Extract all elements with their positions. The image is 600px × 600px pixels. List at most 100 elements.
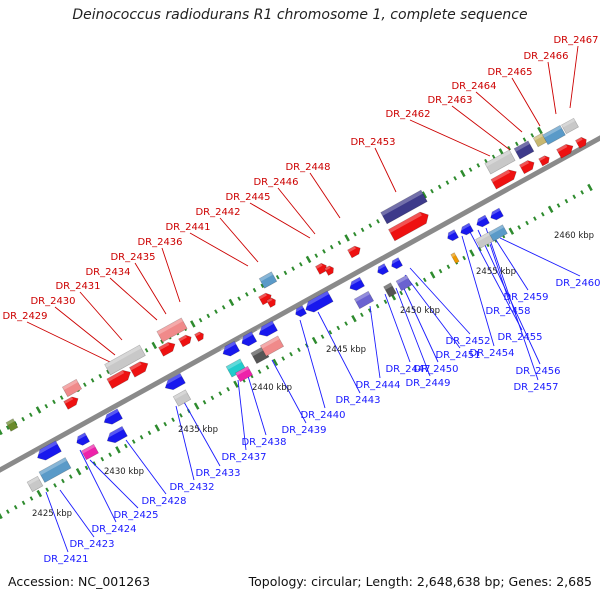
tick-mark-outer [445, 180, 450, 185]
leader-line [495, 239, 529, 291]
tick-mark-inner [462, 255, 466, 261]
leader-line [477, 229, 541, 365]
leader-line [317, 311, 361, 394]
leader-line [219, 217, 259, 263]
tick-mark-outer [305, 255, 312, 264]
gene-label-forward: DR_2435 [110, 252, 155, 263]
gene-feature [383, 282, 397, 298]
tick-mark-inner [210, 395, 215, 401]
tick-mark-inner [108, 452, 112, 458]
gene-reverse [162, 372, 186, 391]
tick-mark-inner [147, 430, 152, 436]
tick-mark-inner [53, 483, 57, 488]
tick-mark-outer [299, 262, 303, 267]
gene-label-forward: DR_2446 [253, 177, 298, 188]
leader-line [161, 247, 181, 303]
gene-label-reverse: DR_2451 [435, 350, 480, 361]
tick-mark-outer [275, 274, 280, 280]
tick-mark-outer [198, 317, 203, 323]
gene-label-reverse: DR_2438 [241, 437, 286, 448]
tick-mark-outer [83, 382, 87, 387]
gene-feature [488, 224, 508, 242]
gene-feature [532, 132, 548, 148]
gene-label-forward: DR_2445 [225, 192, 270, 203]
gene-label-forward: DR_2465 [487, 67, 532, 78]
gene-label-reverse: DR_2443 [335, 395, 380, 406]
leader-line [134, 262, 167, 315]
leader-line [109, 277, 158, 321]
gene-forward [63, 396, 79, 410]
gene-label-reverse: DR_2433 [195, 468, 240, 479]
tick-mark-outer [368, 223, 373, 228]
leader-line [299, 319, 326, 409]
gene-label-forward: DR_2467 [553, 35, 598, 46]
tick-mark-inner [311, 336, 318, 345]
tick-mark-outer [29, 412, 33, 418]
gene-label-reverse: DR_2447 [385, 364, 430, 375]
tick-mark-inner [124, 443, 128, 449]
tick-mark-inner [61, 478, 65, 484]
tick-mark-inner [154, 424, 161, 432]
leader-line [404, 274, 461, 349]
tick-mark-outer [430, 188, 434, 194]
gene-forward [158, 342, 176, 357]
leader-line [79, 291, 123, 341]
tick-mark-outer [0, 427, 3, 436]
gene-label-reverse: DR_2432 [169, 482, 214, 493]
tick-mark-inner [297, 347, 301, 353]
tick-mark-inner [218, 391, 223, 396]
tick-mark-inner [547, 205, 554, 213]
leader-line [369, 305, 381, 379]
leader-line [395, 287, 431, 377]
gene-feature [38, 457, 72, 483]
gene-label-forward: DR_2441 [165, 222, 210, 233]
tick-mark-inner [525, 220, 529, 226]
gene-forward [347, 245, 361, 259]
tick-mark-inner [469, 249, 475, 257]
gene-forward [519, 160, 535, 175]
tick-mark-outer [329, 244, 334, 250]
gene-reverse [74, 432, 91, 446]
tick-mark-outer [221, 305, 226, 310]
tick-mark-outer [144, 348, 149, 353]
tick-mark-inner [163, 421, 168, 427]
tick-mark-inner [383, 299, 388, 304]
gene-forward [178, 334, 192, 348]
scale-label: 2445 kbp [326, 345, 366, 355]
accession-text: Accession: NC_001263 [8, 574, 151, 589]
gene-label-reverse: DR_2425 [113, 510, 158, 521]
gene-reverse [458, 222, 474, 236]
tick-mark-outer [530, 133, 535, 138]
tick-mark-outer [322, 249, 326, 254]
tick-mark-outer [21, 416, 25, 422]
scale-label: 2425 kbp [32, 509, 72, 519]
gene-reverse [101, 408, 123, 425]
gene-label-reverse: DR_2444 [355, 380, 400, 391]
scale-label: 2450 kbp [400, 306, 440, 316]
chromosome-backbone [0, 135, 600, 473]
gene-reverse [104, 425, 128, 444]
gene-reverse [293, 305, 307, 318]
gene-reverse [445, 229, 459, 242]
tick-mark-inner [45, 487, 50, 492]
tick-mark-inner [68, 474, 73, 479]
tick-mark-inner [360, 312, 364, 318]
scale-label: 2455 kbp [476, 267, 516, 277]
tick-mark-outer [160, 339, 164, 344]
leader-line [247, 375, 267, 436]
gene-feature [26, 475, 44, 493]
leader-line [79, 449, 117, 523]
page-title: Deinococcus radiodurans R1 chromosome 1,… [72, 7, 528, 23]
gene-label-forward: DR_2462 [385, 109, 430, 120]
gene-feature [61, 378, 83, 398]
leader-line [26, 321, 111, 363]
gene-feature [395, 274, 413, 292]
gene-label-reverse: DR_2424 [91, 524, 136, 535]
tick-mark-inner [572, 194, 577, 199]
gene-feature [484, 149, 516, 175]
tick-mark-outer [5, 425, 10, 430]
tick-mark-outer [476, 163, 481, 168]
tick-mark-inner [115, 446, 121, 454]
leader-line [569, 45, 579, 109]
gene-label-reverse: DR_2449 [405, 378, 450, 389]
